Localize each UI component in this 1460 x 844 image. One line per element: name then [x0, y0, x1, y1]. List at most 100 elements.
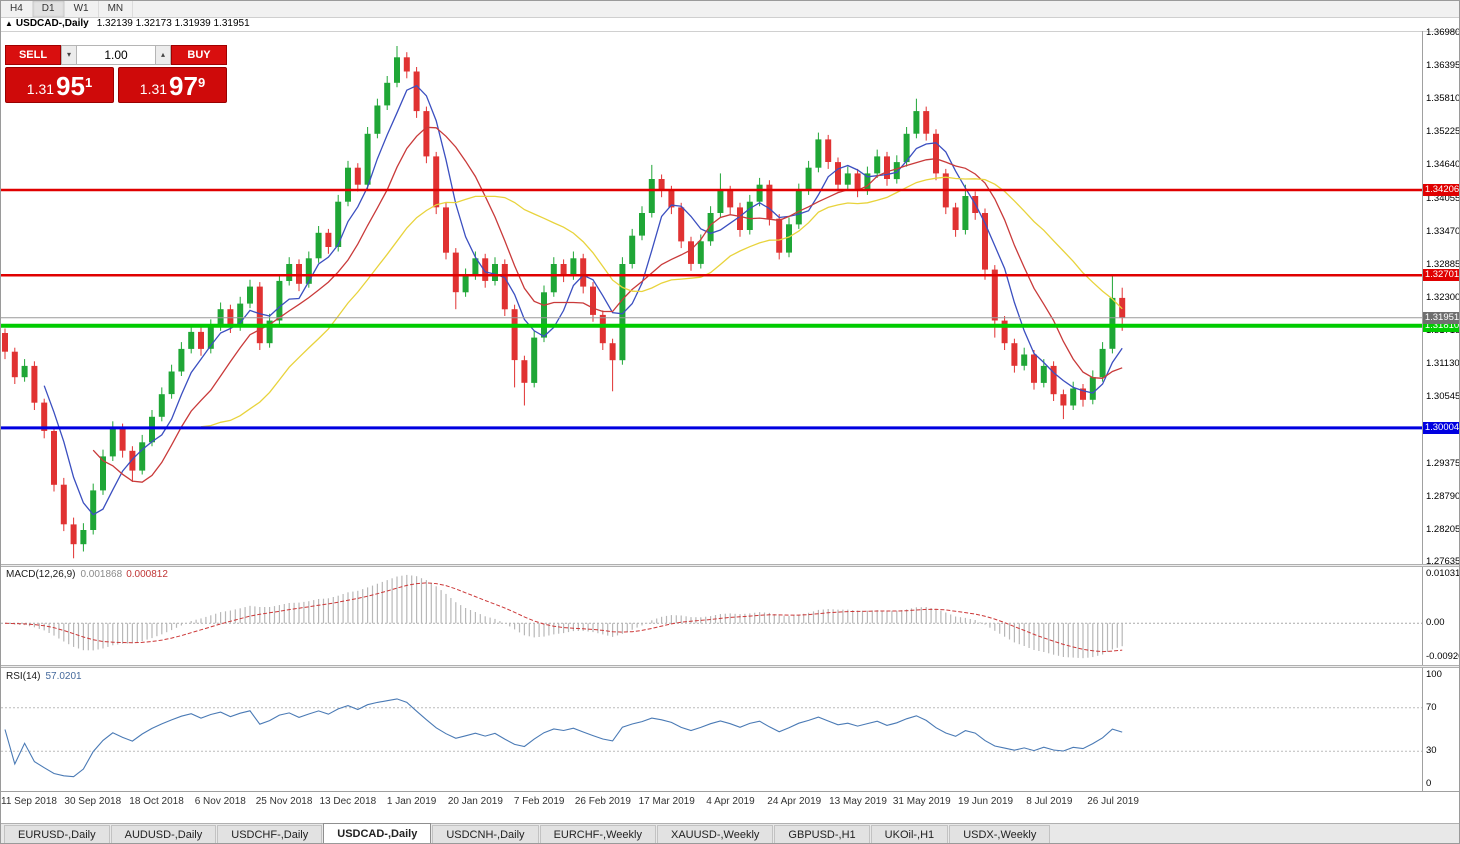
candle-body [1050, 365, 1057, 395]
chart-tab-audusd[interactable]: AUDUSD-,Daily [110, 825, 217, 843]
candle-body [511, 309, 518, 361]
candle-body [795, 190, 802, 225]
panel-separator[interactable] [1, 564, 1459, 567]
panel-separator[interactable] [1, 665, 1459, 668]
rsi-canvas[interactable] [1, 668, 1422, 791]
buy-price-button[interactable]: 1.31 97 9 [118, 67, 227, 103]
candle-body [158, 394, 165, 417]
candle-body [403, 57, 410, 72]
candle-body [864, 173, 871, 191]
price-axis-label: 1.36395 [1426, 60, 1460, 72]
candle-body [1011, 343, 1018, 366]
candle-body [952, 207, 959, 230]
timeframe-button-mn[interactable]: MN [99, 1, 134, 17]
candle-body [727, 190, 734, 208]
sell-price-button[interactable]: 1.31 95 1 [5, 67, 114, 103]
candle-body [815, 139, 822, 168]
candle-body [364, 133, 371, 185]
candle-body [296, 264, 302, 284]
candle-body [756, 184, 763, 202]
date-axis-label: 25 Nov 2018 [255, 796, 313, 807]
price-axis-label: 1.31130 [1426, 358, 1460, 370]
macd-axis: 0.01031 0.00 -0.00920 [1422, 567, 1459, 665]
candle-body [658, 179, 665, 191]
candle-body [786, 224, 792, 253]
chart-tab-ukoil[interactable]: UKOil-,H1 [870, 825, 949, 843]
candle-body [384, 82, 391, 106]
ma-slow-line [200, 176, 1123, 428]
chart-tab-usdx[interactable]: USDX-,Weekly [949, 825, 1051, 843]
candle-body [570, 258, 577, 276]
rsi-axis-label: 30 [1426, 745, 1437, 757]
date-axis-label: 20 Jan 2019 [447, 796, 503, 807]
collapse-icon[interactable]: ▲ [5, 19, 13, 28]
volume-decrease-button[interactable]: ▾ [61, 45, 77, 65]
candle-body [1031, 354, 1037, 383]
rsi-indicator-label: RSI(14) 57.0201 [6, 671, 82, 682]
sell-button[interactable]: SELL [5, 45, 61, 65]
macd-name: MACD(12,26,9) [6, 569, 76, 580]
candle-body [913, 111, 920, 134]
price-axis-label: 1.33470 [1426, 225, 1460, 237]
chart-tab-usdchf[interactable]: USDCHF-,Daily [217, 825, 323, 843]
one-click-trading-panel: SELL ▾ ▴ BUY 1.31 95 1 1.31 97 9 [5, 45, 227, 103]
candle-body [433, 156, 440, 208]
timeframe-button-h4[interactable]: H4 [1, 1, 33, 17]
candle-body [286, 264, 293, 281]
date-axis-label: 26 Jul 2019 [1087, 796, 1139, 807]
price-line-tag: 1.34206 [1423, 184, 1460, 197]
price-axis-label: 1.30545 [1426, 391, 1460, 403]
chart-tab-eurusd[interactable]: EURUSD-,Daily [4, 825, 110, 843]
chart-tab-eurchf[interactable]: EURCHF-,Weekly [539, 825, 656, 843]
candle-body [462, 275, 469, 293]
volume-input[interactable] [77, 45, 155, 65]
macd-axis-label: 0.00 [1426, 617, 1445, 629]
date-axis-label: 26 Feb 2019 [574, 796, 632, 807]
rsi-axis: 100 70 30 0 [1422, 668, 1459, 791]
candle-body [560, 264, 567, 276]
candle-body [893, 162, 900, 180]
candle-body [766, 184, 773, 219]
buy-price-pip: 9 [197, 75, 206, 90]
date-axis-label: 18 Oct 2018 [129, 796, 184, 807]
candle-body [776, 218, 783, 253]
candle-body [305, 258, 312, 284]
candle-body [100, 456, 106, 491]
date-axis-label: 13 May 2019 [829, 796, 887, 807]
buy-button[interactable]: BUY [171, 45, 227, 65]
candle-body [198, 331, 204, 349]
candle-body [178, 348, 185, 372]
chart-tab-xauusd[interactable]: XAUUSD-,Weekly [656, 825, 774, 843]
candle-body [11, 351, 18, 378]
volume-increase-button[interactable]: ▴ [155, 45, 171, 65]
candle-body [1001, 320, 1008, 344]
date-axis-label: 11 Sep 2018 [1, 796, 57, 807]
price-axis-label: 1.34640 [1426, 159, 1460, 171]
candle-body [325, 232, 332, 247]
candle-body [521, 360, 528, 383]
chart-tab-usdcnh[interactable]: USDCNH-,Daily [432, 825, 539, 843]
candle-body [541, 292, 547, 338]
price-chart-canvas[interactable] [1, 31, 1422, 564]
chart-tab-gbpusd[interactable]: GBPUSD-,H1 [774, 825, 870, 843]
candle-body [188, 331, 195, 349]
candle-body [933, 133, 939, 174]
candle-body [119, 428, 126, 451]
date-axis-label: 30 Sep 2018 [64, 796, 122, 807]
candle-body [668, 190, 675, 208]
candle-body [707, 213, 714, 242]
bid-price-tag: 1.31951 [1423, 311, 1460, 324]
candle-body [2, 333, 8, 352]
chart-title-row: ▲ USDCAD-,Daily 1.32139 1.32173 1.31939 1.… [1, 18, 1422, 31]
price-line-tag: 1.32701 [1423, 269, 1460, 282]
candle-body [31, 365, 38, 403]
timeframe-button-w1[interactable]: W1 [65, 1, 99, 17]
candle-body [580, 258, 587, 287]
sell-price-prefix: 1.31 [26, 81, 55, 97]
timeframe-button-d1[interactable]: D1 [32, 1, 65, 17]
rsi-axis-label: 0 [1426, 778, 1432, 789]
date-axis: 11 Sep 2018 30 Sep 2018 18 Oct 2018 6 Nov 2… [1, 795, 1422, 811]
macd-canvas[interactable] [1, 567, 1422, 665]
chart-tab-usdcad[interactable]: USDCAD-,Daily [323, 823, 432, 843]
